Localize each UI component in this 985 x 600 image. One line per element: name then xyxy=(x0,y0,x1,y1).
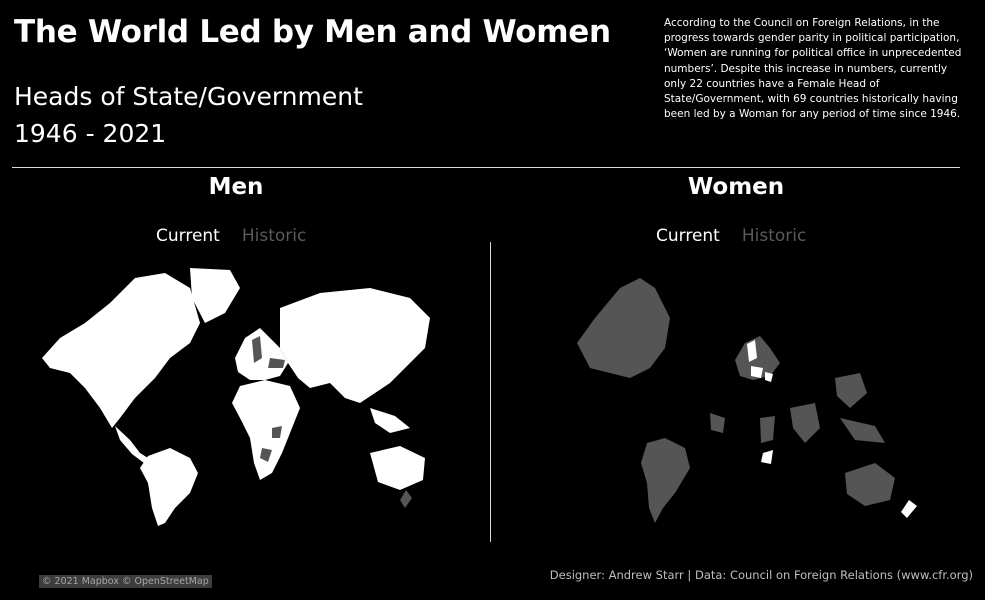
women-panel-title: Women xyxy=(687,174,785,200)
women-north-america-shape xyxy=(577,278,670,378)
description-text: According to the Council on Foreign Rela… xyxy=(664,17,962,121)
men-other-ukraine-shape xyxy=(268,358,285,368)
women-australia-shape xyxy=(845,463,895,506)
women-europe-shape xyxy=(735,336,780,380)
subtitle-line-1: Heads of State/Government xyxy=(14,82,363,111)
women-leader-central-europe-shape xyxy=(751,366,763,378)
men-australia-shape xyxy=(370,446,425,490)
women-toggle-historic[interactable]: Historic xyxy=(741,226,807,246)
men-other-tanzania-shape xyxy=(260,448,272,462)
men-other-ethiopia-shape xyxy=(272,426,282,438)
men-other-finland-shape xyxy=(252,336,262,363)
map-attribution[interactable]: © 2021 Mapbox © OpenStreetMap xyxy=(39,575,212,588)
women-africa-east-shape xyxy=(760,416,775,443)
credits-text: Designer: Andrew Starr | Data: Council o… xyxy=(549,568,973,582)
men-north-america-shape xyxy=(42,273,200,428)
panels-separator xyxy=(490,242,491,542)
subtitle-line-2: 1946 - 2021 xyxy=(14,119,167,148)
women-toggle-current[interactable]: Current xyxy=(656,226,720,246)
women-south-asia-shape xyxy=(790,403,820,443)
men-greenland-shape xyxy=(190,268,240,323)
women-view-toggle[interactable]: Current Historic xyxy=(656,226,828,246)
men-toggle-historic[interactable]: Historic xyxy=(241,226,307,246)
women-se-asia-shape xyxy=(840,418,885,443)
women-world-map[interactable] xyxy=(575,268,930,528)
men-central-america-shape xyxy=(115,426,148,463)
women-east-asia-shape xyxy=(835,373,867,408)
men-asia-shape xyxy=(280,288,430,403)
women-leader-new-zealand-shape xyxy=(901,500,917,518)
header-divider xyxy=(12,167,960,168)
women-south-america-shape xyxy=(641,438,690,523)
men-panel-title: Men xyxy=(208,174,264,200)
women-leader-africa-shape xyxy=(761,450,773,464)
men-world-map[interactable] xyxy=(40,268,432,528)
women-leader-nordic-shape xyxy=(747,340,757,362)
men-view-toggle[interactable]: Current Historic xyxy=(156,226,328,246)
women-africa-west-shape xyxy=(710,413,725,433)
dashboard-title: The World Led by Men and Women xyxy=(14,14,611,50)
dashboard-subtitle: Heads of State/Government 1946 - 2021 xyxy=(14,78,363,152)
men-toggle-current[interactable]: Current xyxy=(156,226,220,246)
men-south-america-shape xyxy=(140,448,198,526)
women-leader-balkan-shape xyxy=(765,372,773,382)
men-other-new-zealand-shape xyxy=(400,490,412,508)
men-africa-shape xyxy=(232,380,300,480)
men-se-asia-shape xyxy=(370,408,410,433)
